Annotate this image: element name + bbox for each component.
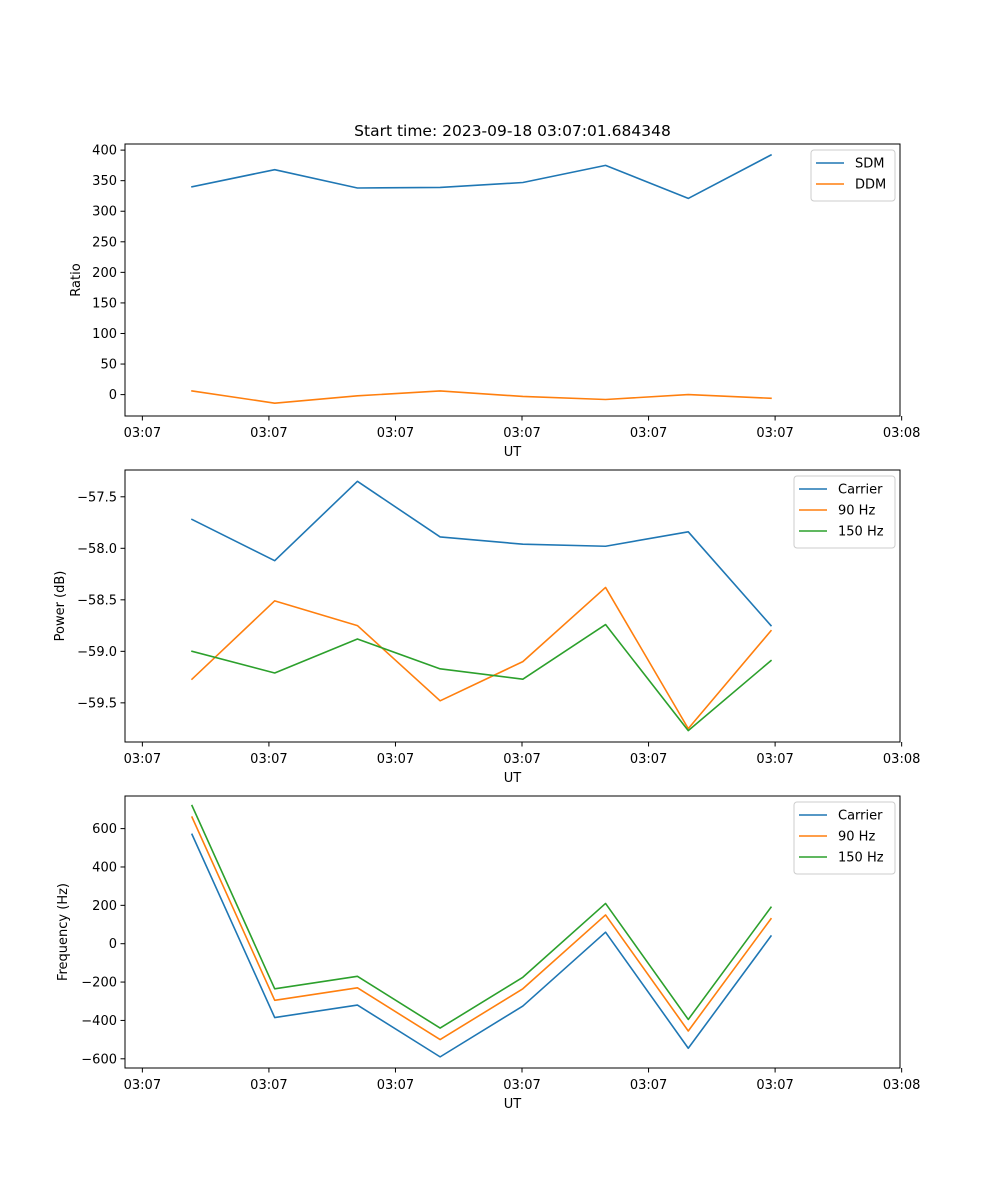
frequency-x-tick-label: 03:07: [630, 1078, 667, 1093]
power-legend-box: [793, 475, 896, 549]
frequency-x-tick-label: 03:07: [250, 1078, 287, 1093]
ratio-series-sdm-line: [191, 153, 773, 200]
frequency-axes-frame: [124, 795, 901, 1069]
power-x-tick-label: 03:07: [124, 752, 161, 767]
frequency-series-carrier-line: [190, 833, 773, 1058]
frequency-x-tick-label: 03:08: [883, 1078, 920, 1093]
frequency-x-tick-label: 03:07: [756, 1078, 793, 1093]
frequency-y-tick-label: 0: [109, 937, 117, 952]
power-x-tick-label: 03:07: [756, 752, 793, 767]
ratio-y-tick-label: 100: [92, 327, 117, 342]
power-y-tick-label: −59.5: [77, 696, 117, 711]
frequency-x-tick-label: 03:07: [377, 1078, 414, 1093]
frequency-chart: 03:07 03:07 03:07 03:07 03:07 03:07 03:08 −600 −…: [56, 795, 920, 1112]
frequency-y-tick-label: −600: [81, 1052, 117, 1067]
ratio-axes-frame: [124, 143, 901, 417]
ratio-y-tick-label: 350: [92, 174, 117, 189]
power-series-90-hz-line: [190, 586, 773, 730]
ratio-x-tick-label: 03:07: [756, 426, 793, 441]
ratio-y-tick-label: 150: [92, 296, 117, 311]
frequency-y-tick-label: −200: [81, 976, 117, 991]
frequency-y-tick-label: −400: [81, 1014, 117, 1029]
ratio-y-tick-label: 50: [100, 358, 117, 373]
ratio-x-axis-label: UT: [504, 445, 522, 460]
frequency-legend: Carrier 90 Hz 150 Hz: [793, 801, 896, 875]
ratio-series-ddm-line: [191, 390, 772, 404]
power-chart: 03:07 03:07 03:07 03:07 03:07 03:07 03:08 −59.5…: [53, 469, 920, 786]
power-axes-frame: [124, 469, 901, 743]
power-legend-label-150-hz: 150 Hz: [838, 525, 884, 540]
power-x-axis-label: UT: [504, 771, 522, 786]
power-legend-label-90-hz: 90 Hz: [838, 504, 875, 519]
frequency-x-tick-label: 03:07: [124, 1078, 161, 1093]
frequency-y-tick-label: 600: [92, 822, 117, 837]
power-legend-label-carrier: Carrier: [838, 483, 883, 498]
frequency-legend-box: [793, 801, 896, 875]
ratio-legend-label-sdm: SDM: [855, 157, 884, 172]
frequency-x-axis-label: UT: [504, 1097, 522, 1112]
ratio-x-tick-label: 03:07: [377, 426, 414, 441]
ratio-chart: 03:07 03:07 03:07 03:07 03:07 03:07 03:08 0 50 10…: [69, 122, 920, 460]
frequency-y-tick-label: 400: [92, 860, 117, 875]
ratio-y-tick-label: 400: [92, 144, 117, 159]
power-x-tick-label: 03:07: [250, 752, 287, 767]
ratio-x-tick-label: 03:07: [630, 426, 667, 441]
power-series-carrier-line: [190, 480, 773, 627]
ratio-legend-label-ddm: DDM: [855, 178, 886, 193]
frequency-y-tick-label: 200: [92, 899, 117, 914]
power-x-tick-label: 03:08: [883, 752, 920, 767]
ratio-legend: SDM DDM: [810, 149, 896, 202]
frequency-series-150-hz-line: [190, 804, 773, 1029]
ratio-y-tick-label: 300: [92, 205, 117, 220]
ratio-chart-title: Start time: 2023-09-18 03:07:01.684348: [354, 122, 671, 140]
power-y-tick-label: −57.5: [77, 490, 117, 505]
frequency-y-axis-label: Frequency (Hz): [56, 883, 71, 981]
frequency-legend-label-150-hz: 150 Hz: [838, 851, 884, 866]
power-legend: Carrier 90 Hz 150 Hz: [793, 475, 896, 549]
ratio-x-tick-label: 03:07: [124, 426, 161, 441]
power-y-tick-label: −58.5: [77, 593, 117, 608]
power-x-tick-label: 03:07: [503, 752, 540, 767]
frequency-series-90-hz-line: [190, 816, 773, 1041]
ratio-y-tick-label: 250: [92, 235, 117, 250]
ratio-x-tick-label: 03:08: [883, 426, 920, 441]
ratio-y-axis-label: Ratio: [69, 263, 84, 296]
frequency-legend-label-carrier: Carrier: [838, 809, 883, 824]
power-y-tick-label: −59.0: [77, 645, 117, 660]
power-x-tick-label: 03:07: [630, 752, 667, 767]
ratio-x-tick-label: 03:07: [503, 426, 540, 441]
power-series-150-hz-line: [191, 623, 773, 732]
power-x-tick-label: 03:07: [377, 752, 414, 767]
frequency-x-tick-label: 03:07: [503, 1078, 540, 1093]
power-y-axis-label: Power (dB): [53, 571, 68, 642]
ratio-y-tick-label: 200: [92, 266, 117, 281]
power-y-tick-label: −58.0: [77, 542, 117, 557]
frequency-legend-label-90-hz: 90 Hz: [838, 830, 875, 845]
ratio-y-tick-label: 0: [109, 388, 117, 403]
ratio-x-tick-label: 03:07: [250, 426, 287, 441]
